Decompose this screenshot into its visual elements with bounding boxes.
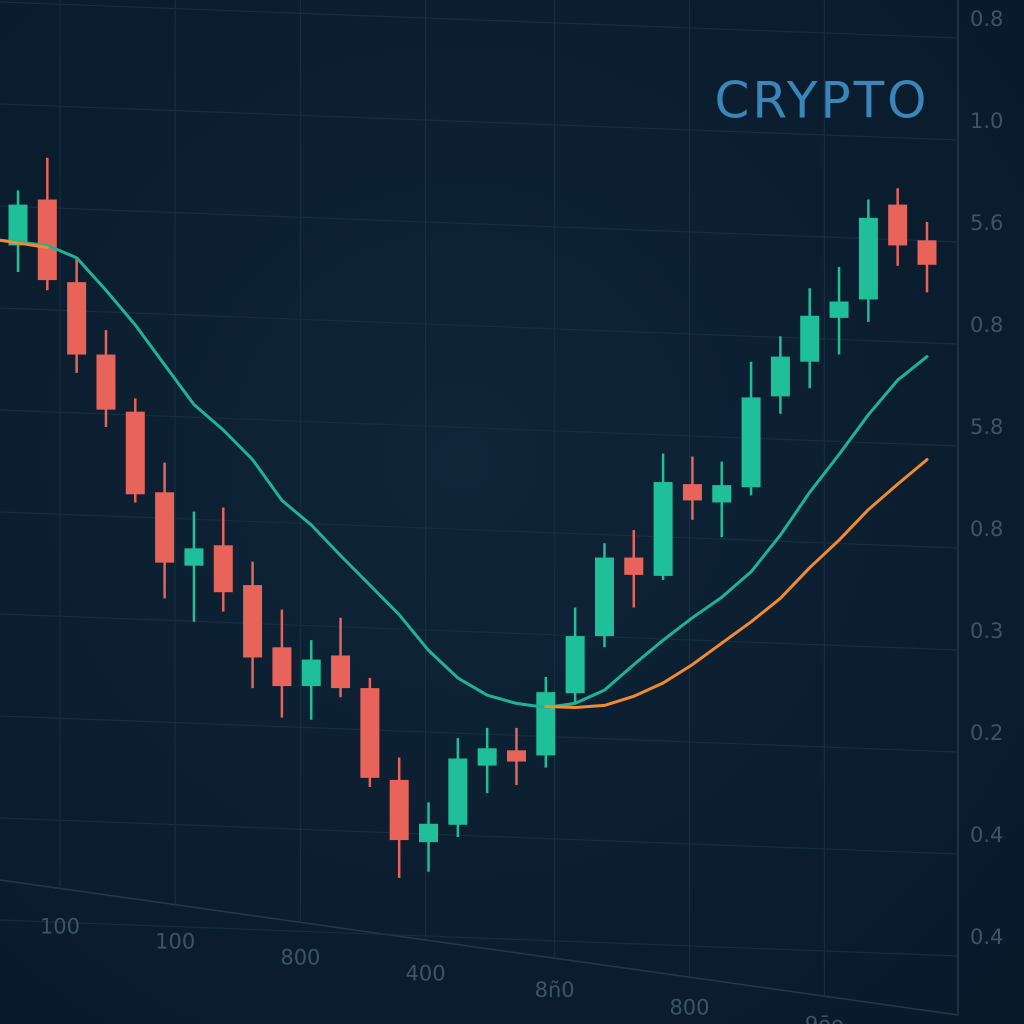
x-axis-line <box>0 879 959 1016</box>
candle-body <box>448 758 468 825</box>
candle-body <box>389 779 409 841</box>
grid-line <box>0 1 959 39</box>
y-tick-label: 5.6 <box>970 211 1003 235</box>
y-tick-label: 0.8 <box>970 313 1003 337</box>
x-tick-label: 9ōo <box>805 1013 844 1024</box>
moving-average-line <box>0 238 929 709</box>
grid-line <box>0 613 959 651</box>
x-tick-label: 800 <box>669 995 709 1019</box>
grid-line <box>0 205 959 243</box>
candle-body <box>917 240 937 265</box>
candle-body <box>67 282 87 355</box>
x-tick-label: 400 <box>406 961 446 985</box>
candle-body <box>506 750 526 762</box>
candle-body <box>858 217 878 300</box>
x-tick-label: 100 <box>40 915 80 939</box>
candle-body <box>272 647 292 687</box>
grid-line <box>0 817 959 855</box>
x-tick-label: 100 <box>155 929 195 953</box>
candle-body <box>184 548 204 566</box>
candle-body <box>829 301 849 318</box>
candle-body <box>301 659 321 687</box>
y-tick-label: 0.3 <box>970 619 1003 643</box>
y-tick-label: 0.8 <box>970 7 1003 31</box>
grid-line <box>0 919 959 957</box>
candle-body <box>8 204 28 246</box>
candle-body <box>477 748 497 766</box>
plot-area <box>0 157 937 878</box>
candle-body <box>213 545 233 593</box>
candle-body <box>594 557 614 637</box>
grid-line <box>0 409 959 447</box>
candle-body <box>536 692 556 756</box>
candle-body <box>419 823 439 843</box>
candle-body <box>888 204 908 246</box>
candle-body <box>331 655 351 689</box>
candle-body <box>155 492 175 563</box>
candle-body <box>741 397 761 488</box>
candle-body <box>243 585 263 658</box>
y-tick-label: 0.8 <box>970 517 1003 541</box>
candle-body <box>96 354 116 410</box>
grid-line <box>0 715 959 753</box>
chart-title: CRYPTO <box>714 72 929 130</box>
candle-body <box>682 484 702 501</box>
y-tick-label: 0.4 <box>970 925 1003 949</box>
candle-body <box>800 315 820 362</box>
grid-line <box>0 307 959 345</box>
y-tick-label: 5.8 <box>970 415 1003 439</box>
x-tick-label: 800 <box>280 945 320 969</box>
candle-body <box>624 557 644 575</box>
y-tick-label: 0.4 <box>970 823 1003 847</box>
grid-line <box>0 103 959 141</box>
y-tick-label: 1.0 <box>970 109 1003 133</box>
y-tick-label: 0.2 <box>970 721 1003 745</box>
candle-body <box>712 485 732 503</box>
candle-body <box>653 482 673 576</box>
x-tick-label: 8ñ0 <box>535 978 575 1002</box>
candle-body <box>360 688 380 778</box>
candle-body <box>37 199 57 281</box>
candle-body <box>565 636 585 694</box>
moving-average-line <box>0 238 929 709</box>
candle-body <box>125 411 145 495</box>
candle-body <box>770 356 790 397</box>
